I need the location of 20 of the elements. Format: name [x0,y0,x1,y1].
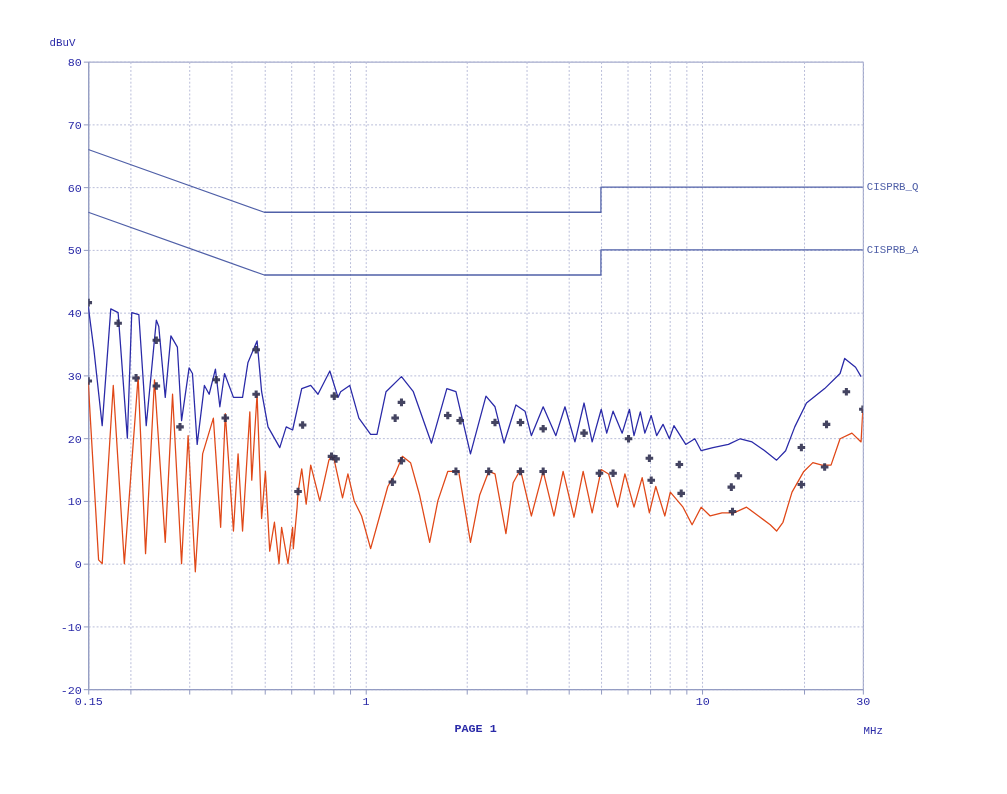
y-tick-label: 20 [67,432,82,447]
x-tick-label: 1 [362,695,370,710]
y-tick-label: 80 [67,56,82,71]
x-tick-label: 10 [695,695,710,710]
x-tick-label: 30 [856,695,871,710]
y-tick-label: 40 [67,307,82,322]
series-label: CISPRB_Q [866,181,919,194]
x-axis-title: MHz [863,724,883,737]
y-axis-title: dBuV [49,37,76,50]
y-tick-label: 60 [67,181,82,196]
y-tick-label: 0 [74,558,82,573]
y-tick-label: 30 [67,369,82,384]
text: PAGE 1 [454,722,497,737]
y-tick-label: 50 [67,244,82,259]
y-tick-label: 10 [67,495,82,510]
series-label: CISPRB_A [866,243,920,256]
y-tick-label: 70 [67,118,82,133]
y-tick-label: -20 [60,683,82,698]
y-tick-label: -10 [60,620,82,635]
x-tick-label: 0.15 [74,695,103,710]
